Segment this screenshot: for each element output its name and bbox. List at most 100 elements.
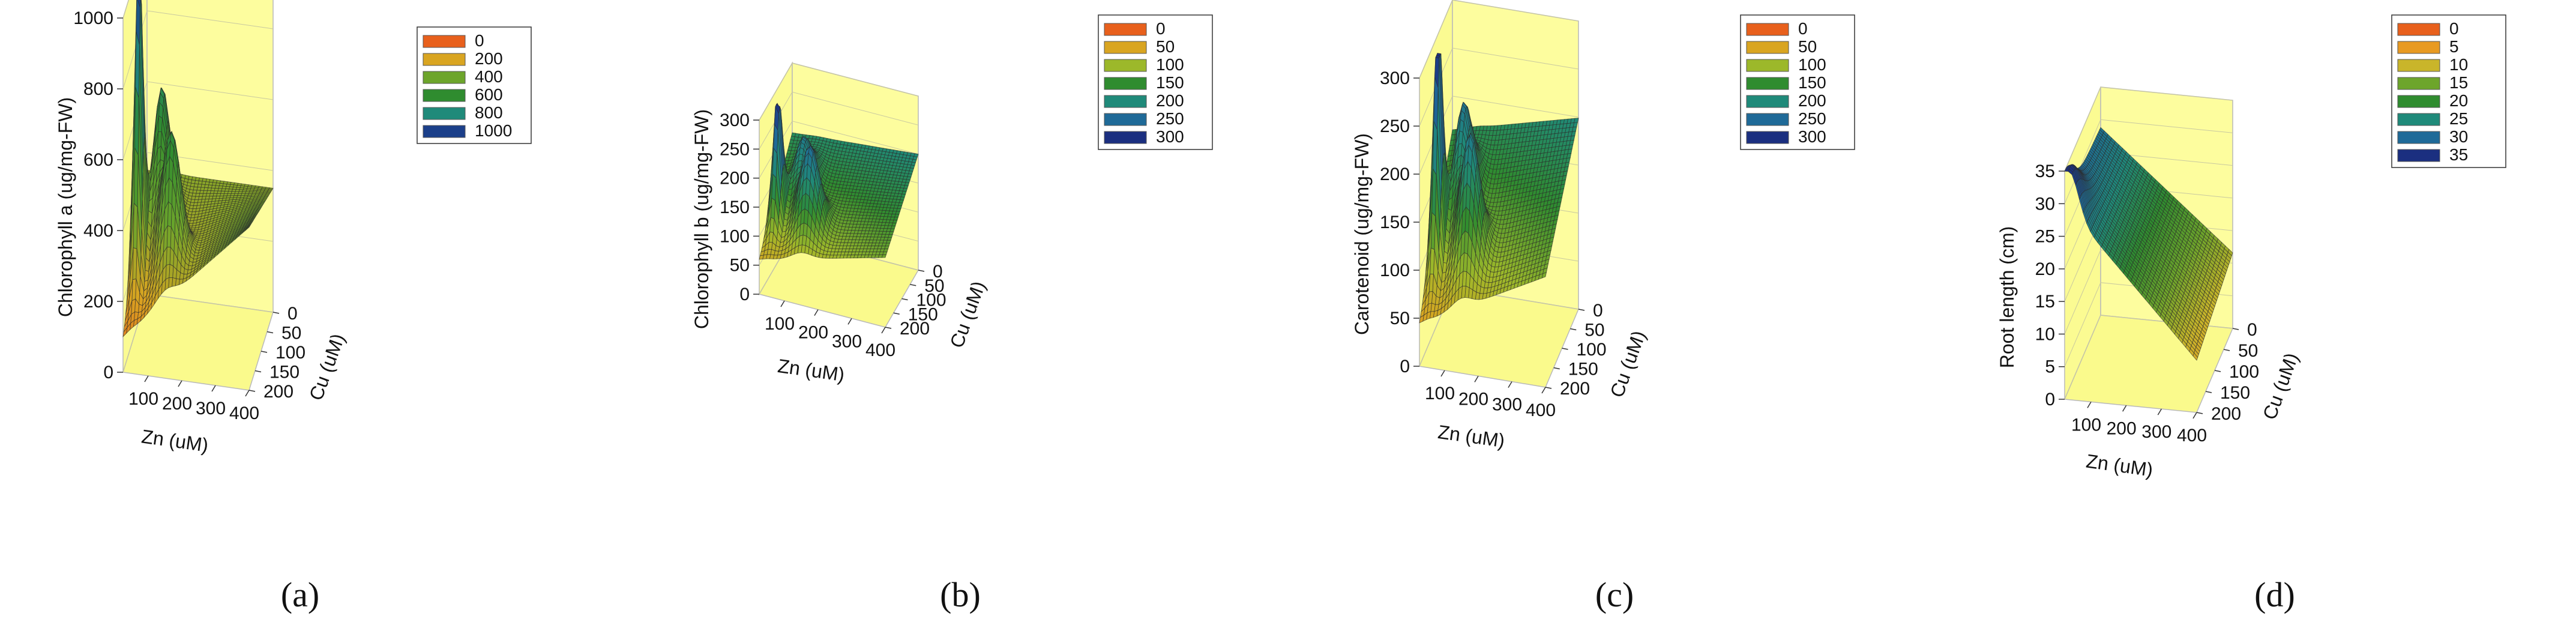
- legend-label: 1000: [475, 121, 512, 140]
- legend-swatch: [1104, 113, 1147, 126]
- z-axis-label: Chlorophyll b (ug/mg-FW): [691, 109, 712, 329]
- legend-swatch: [423, 125, 466, 138]
- y-tick-label: 100: [1577, 340, 1607, 360]
- x-axis-label: Zn (uM): [777, 355, 846, 385]
- surface-cell: [898, 199, 904, 204]
- x-tick-label: 300: [1492, 395, 1522, 415]
- x-tick-label: 400: [229, 403, 259, 423]
- y-tick-mark: [254, 370, 262, 373]
- legend-swatch: [423, 71, 466, 84]
- y-axis-label: Cu (uM): [305, 331, 349, 403]
- y-tick-label: 50: [281, 324, 301, 343]
- z-tick-label: 1000: [73, 8, 113, 28]
- y-tick-label: 200: [1560, 379, 1590, 399]
- y-tick-mark: [1578, 309, 1585, 311]
- legend-swatch: [1104, 23, 1147, 36]
- surface-cell: [886, 237, 892, 241]
- surface-cell: [884, 246, 889, 250]
- legend-swatch: [1746, 131, 1789, 144]
- z-tick-label: 800: [83, 79, 113, 99]
- y-axis-label: Cu (uM): [945, 278, 989, 351]
- surface-cell: [894, 214, 900, 218]
- surface-cell: [895, 211, 900, 215]
- surface-cell: [888, 234, 893, 238]
- surface-cell: [888, 231, 894, 235]
- legend-label: 150: [1798, 73, 1826, 92]
- legend-label: 100: [1156, 55, 1184, 74]
- x-tick-label: 100: [128, 389, 158, 409]
- z-axis-label: Chlorophyll a (ug/mg-FW): [55, 97, 76, 317]
- legend-swatch: [1746, 23, 1789, 36]
- z-tick-label: 150: [1380, 213, 1410, 232]
- y-tick-mark: [266, 331, 274, 334]
- legend-label: 0: [1798, 19, 1808, 38]
- z-gridline: [122, 10, 274, 89]
- y-tick-label: 150: [1568, 360, 1598, 379]
- x-tick-mark: [881, 327, 886, 334]
- y-tick-mark: [1553, 367, 1560, 370]
- y-axis-label: Cu (uM): [1605, 328, 1649, 400]
- x-tick-label: 400: [1526, 400, 1556, 420]
- surface-cell: [882, 251, 888, 255]
- legend-swatch: [1746, 113, 1789, 126]
- z-tick-label: 0: [739, 285, 750, 304]
- z-tick-label: 50: [730, 256, 750, 276]
- z-gridline: [122, 81, 274, 160]
- surface-cell: [897, 205, 903, 210]
- z-tick-label: 250: [720, 139, 750, 159]
- legend-label: 200: [1798, 91, 1826, 110]
- legend-label: 400: [475, 67, 503, 86]
- y-tick-label: 50: [1584, 321, 1604, 340]
- x-tick-mark: [1508, 381, 1512, 388]
- panel-caption: (b): [940, 575, 981, 614]
- legend-label: 250: [1798, 109, 1826, 128]
- legend-swatch: [1104, 41, 1147, 54]
- legend-label: 50: [1156, 37, 1175, 56]
- legend-label: 300: [1156, 127, 1184, 146]
- z-tick-label: 0: [1400, 357, 1410, 376]
- y-tick-label: 0: [287, 304, 298, 324]
- legend-label: 200: [1156, 91, 1184, 110]
- surface-mesh: [122, 0, 274, 337]
- surface-cell: [885, 243, 891, 247]
- panel-caption: (c): [1595, 575, 1634, 614]
- z-tick-label: 150: [720, 198, 750, 217]
- x-axis-label: Zn (uM): [1437, 421, 1506, 451]
- x-tick-label: 200: [798, 323, 828, 343]
- z-tick-label: 200: [720, 169, 750, 189]
- x-tick-mark: [1440, 370, 1445, 377]
- y-tick-label: 150: [269, 363, 299, 382]
- y-tick-mark: [272, 312, 280, 314]
- x-tick-mark: [814, 309, 819, 316]
- z-tick-label: 250: [1380, 116, 1410, 136]
- surface-cell: [881, 254, 887, 258]
- surface-cell: [883, 249, 889, 252]
- x-tick-mark: [245, 390, 250, 397]
- surface-cell: [896, 208, 901, 212]
- legend-swatch: [423, 53, 466, 66]
- y-tick-mark: [918, 270, 925, 272]
- y-tick-mark: [885, 327, 892, 329]
- y-tick-mark: [1562, 348, 1568, 350]
- legend-label: 600: [475, 85, 503, 104]
- surface-cell: [893, 217, 898, 221]
- y-tick-label: 200: [900, 319, 930, 339]
- z-tick-label: 200: [1380, 165, 1410, 184]
- z-tick-label: 200: [83, 292, 113, 312]
- surface-cell: [1574, 118, 1579, 123]
- legend-swatch: [423, 35, 466, 48]
- y-tick-label: 200: [263, 382, 293, 402]
- legend-swatch: [423, 107, 466, 120]
- x-tick-mark: [211, 385, 216, 392]
- x-tick-mark: [1541, 387, 1546, 394]
- legend-label: 200: [475, 49, 503, 68]
- z-tick-label: 0: [103, 363, 113, 382]
- x-tick-label: 200: [162, 394, 192, 414]
- y-tick-label: 100: [275, 343, 305, 363]
- surface-cell: [889, 228, 895, 232]
